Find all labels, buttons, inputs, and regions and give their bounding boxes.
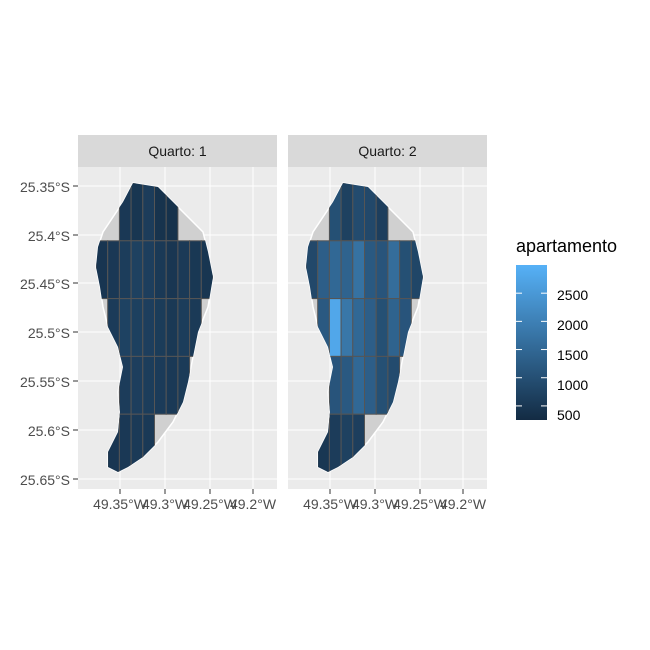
facet-panel-2: Quarto: 2 [288,135,487,489]
map-region [130,183,144,242]
map-region [340,240,354,300]
map-region [328,413,342,472]
legend-ticks [516,292,547,407]
x-axis-1: 49.35°W 49.3°W 49.25°W 49.2°W [93,496,277,512]
y-tick-label: 25.6°S [28,423,70,439]
map-region [177,240,191,300]
legend-title: apartamento [516,236,617,256]
map-region [317,240,330,300]
map-region [387,240,401,300]
map-region [130,355,144,415]
legend-label: 2500 [557,287,588,303]
y-axis: 25.35°S 25.4°S 25.45°S 25.5°S 25.55°S 25… [20,179,78,488]
map-region [364,240,377,300]
x-tick-label: 49.3°W [352,496,399,512]
map-region [130,240,144,300]
y-axis-ticks [73,185,78,480]
x-tick-label: 49.2°W [230,496,277,512]
map-region [340,183,354,242]
map-region [375,298,389,357]
map-region [387,298,401,357]
x-tick-label: 49.25°W [393,496,448,512]
map-region [399,240,412,300]
map-region [189,240,202,300]
map-region [177,298,191,357]
x-tick-label: 49.35°W [303,496,358,512]
map-region [165,298,179,357]
map-region [118,413,132,472]
x-tick-label: 49.25°W [183,496,238,512]
map-region [364,355,377,415]
map-region [340,298,354,357]
y-tick-label: 25.5°S [28,325,70,341]
facet-strip-1 [78,135,277,167]
legend-label: 2000 [557,317,588,333]
map-region [165,355,179,415]
map-region [118,240,132,300]
x-tick-label: 49.3°W [142,496,189,512]
map-region [165,240,179,300]
facet-strip-2 [288,135,487,167]
map-region [375,355,389,415]
map-region [364,298,377,357]
legend-label: 1000 [557,377,588,393]
legend: apartamento 2500 2000 1500 1000 500 [516,236,617,423]
map-region [352,355,366,415]
y-tick-label: 25.4°S [28,228,70,244]
map-region [154,240,167,300]
legend-colorbar [516,265,547,420]
y-tick-label: 25.45°S [20,276,70,292]
map-region [352,183,366,242]
map-region [154,355,167,415]
map-region [142,240,156,300]
map-region [118,298,132,357]
map-region [340,355,354,415]
map-region [154,298,167,357]
legend-label: 1500 [557,347,588,363]
map-region [107,240,120,300]
x-axis-ticks [119,489,464,494]
map-region [142,298,156,357]
map-layer-1 [95,182,214,473]
x-tick-label: 49.35°W [93,496,148,512]
facet-strip-label-2: Quarto: 2 [358,143,417,159]
map-region [328,298,342,357]
map-region [352,298,366,357]
map-region [130,298,144,357]
map-region [375,240,389,300]
x-tick-label: 49.2°W [440,496,487,512]
map-region [142,355,156,415]
x-axis-2: 49.35°W 49.3°W 49.25°W 49.2°W [303,496,487,512]
map-region [142,183,156,242]
facet-panel-1: Quarto: 1 [78,135,277,489]
map-region [352,240,366,300]
facet-strip-label-1: Quarto: 1 [148,143,207,159]
map-region [328,240,342,300]
y-tick-label: 25.65°S [20,472,70,488]
legend-label: 500 [557,407,581,423]
y-tick-label: 25.35°S [20,179,70,195]
y-tick-label: 25.55°S [20,374,70,390]
